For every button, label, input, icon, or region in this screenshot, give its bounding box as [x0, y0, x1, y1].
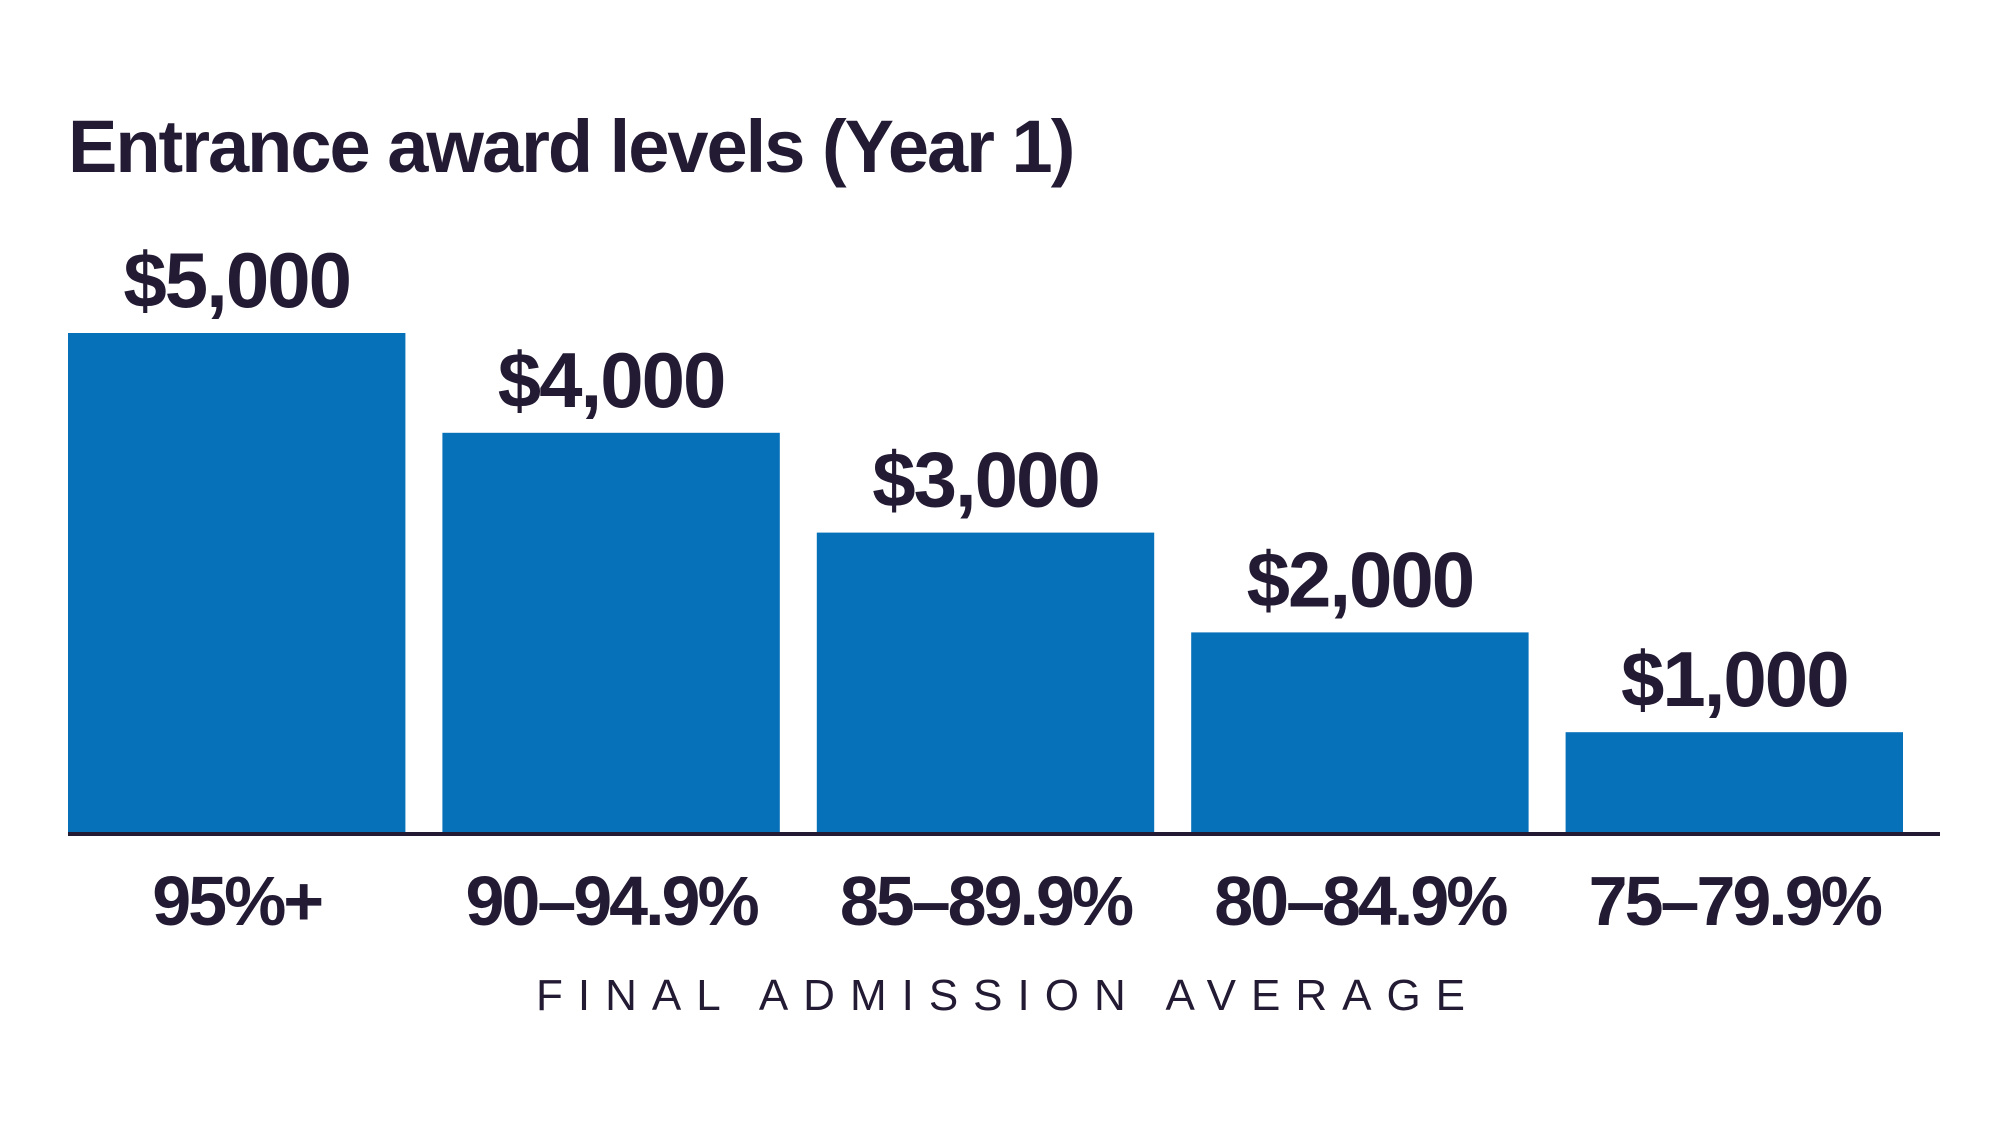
bar-1	[68, 333, 406, 832]
bar-2	[442, 432, 780, 832]
x-axis-label: FINAL ADMISSION AVERAGE	[536, 971, 1480, 1020]
bar-5	[1565, 732, 1903, 832]
bars-group	[68, 333, 1903, 832]
bar-4	[1191, 632, 1529, 832]
x-tick-label-2: 90–94.9%	[465, 862, 758, 940]
value-label-5: $1,000	[1621, 635, 1848, 723]
chart-title: Entrance award levels (Year 1)	[68, 105, 1073, 188]
x-tick-label-4: 80–84.9%	[1214, 862, 1507, 940]
value-label-4: $2,000	[1247, 535, 1474, 623]
x-tick-labels-group: 95%+ 90–94.9% 85–89.9% 80–84.9% 75–79.9%	[152, 862, 1884, 940]
bar-3	[816, 532, 1155, 832]
x-tick-label-3: 85–89.9%	[840, 862, 1133, 940]
value-labels-group: $5,000 $4,000 $3,000 $2,000 $1,000	[123, 236, 1849, 723]
x-tick-label-5: 75–79.9%	[1589, 862, 1882, 940]
value-label-1: $5,000	[123, 236, 350, 324]
value-label-3: $3,000	[872, 436, 1099, 524]
x-tick-label-1: 95%+	[152, 862, 322, 940]
value-label-2: $4,000	[498, 336, 725, 424]
